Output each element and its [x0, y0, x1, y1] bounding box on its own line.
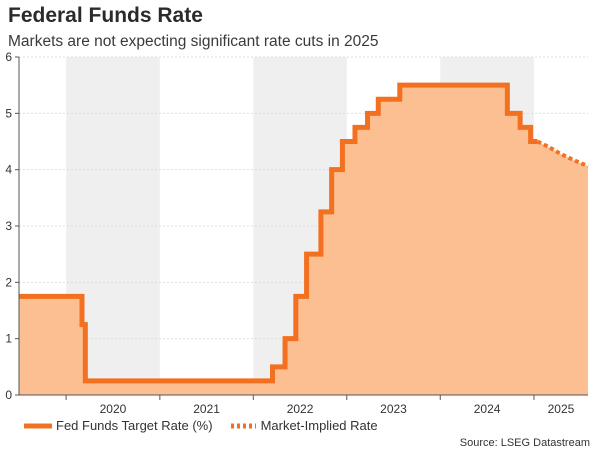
legend-solid-swatch	[24, 423, 52, 428]
y-tick-label-6: 6	[5, 50, 12, 64]
y-tick-label-4: 4	[5, 163, 12, 177]
x-tick-label-2025: 2025	[548, 402, 575, 416]
chart-title: Federal Funds Rate	[8, 4, 203, 27]
x-tick-label-2021: 2021	[193, 402, 220, 416]
market-implied-line	[536, 139, 589, 169]
legend-item-target: Fed Funds Target Rate (%)	[24, 418, 213, 433]
x-tick-label-2022: 2022	[287, 402, 314, 416]
chart-subtitle: Markets are not expecting significant ra…	[8, 33, 379, 50]
legend: Fed Funds Target Rate (%) Market-Implied…	[24, 418, 394, 433]
fed-funds-target-line	[19, 82, 538, 384]
x-tick-label-2024: 2024	[474, 402, 501, 416]
y-tick-label-5: 5	[5, 106, 12, 120]
x-axis-ticks: 2020 2021 2022 2023 2024 2025	[65, 395, 575, 416]
y-tick-label-0: 0	[5, 388, 12, 402]
y-axis-ticks: 0 1 2 3 4 5 6	[5, 50, 19, 402]
legend-item-implied: Market-Implied Rate	[229, 418, 378, 433]
legend-label-implied: Market-Implied Rate	[260, 418, 378, 433]
legend-label-target: Fed Funds Target Rate (%)	[56, 418, 213, 433]
y-tick-label-2: 2	[5, 275, 12, 289]
legend-dotted-swatch	[230, 423, 256, 428]
x-tick-label-2023: 2023	[380, 402, 407, 416]
x-tick-label-2020: 2020	[100, 402, 127, 416]
y-tick-label-3: 3	[5, 219, 12, 233]
series-lines	[19, 82, 589, 384]
area-fill	[19, 85, 588, 396]
area-under-rate	[19, 85, 588, 396]
source-note: Source: LSEG Datastream	[459, 437, 590, 449]
y-tick-label-1: 1	[5, 332, 12, 346]
